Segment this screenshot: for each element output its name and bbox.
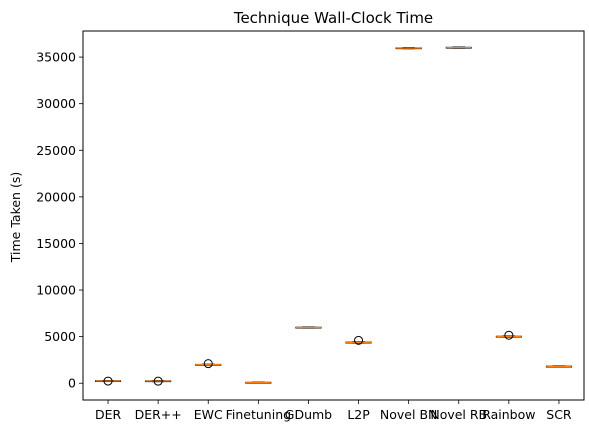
x-tick-label: DER <box>95 407 122 422</box>
x-tick-label: Finetuning <box>226 407 291 422</box>
y-axis-label: Time Taken (s) <box>8 172 23 263</box>
y-tick-label: 0 <box>68 376 76 391</box>
y-tick-label: 5000 <box>44 329 76 344</box>
y-tick-label: 10000 <box>36 283 76 298</box>
x-tick-label: L2P <box>347 407 370 422</box>
outlier-point <box>103 376 113 386</box>
outlier-point <box>203 359 213 369</box>
y-tick-label: 20000 <box>36 189 76 204</box>
x-tick-label: EWC <box>194 407 223 422</box>
y-tick-label: 25000 <box>36 143 76 158</box>
y-tick-label: 15000 <box>36 236 76 251</box>
x-tick-label: DER++ <box>135 407 182 422</box>
plot-area: 0 5000 10000 15000 20000 25000 30000 35000 DER DE… <box>36 46 572 422</box>
outlier-point <box>504 330 514 340</box>
x-tick-label: Novel RB <box>430 407 487 422</box>
chart-title: Technique Wall-Clock Time <box>233 9 433 27</box>
y-tick-label: 30000 <box>36 96 76 111</box>
x-tick-label: GDumb <box>285 407 332 422</box>
x-tick-label: Novel BN <box>380 407 437 422</box>
plot-frame <box>82 30 585 401</box>
outlier-point <box>153 376 163 386</box>
outlier-point <box>354 335 364 345</box>
y-tick-label: 35000 <box>36 50 76 65</box>
x-tick-label: Rainbow <box>482 407 535 422</box>
x-tick-label: SCR <box>546 407 572 422</box>
